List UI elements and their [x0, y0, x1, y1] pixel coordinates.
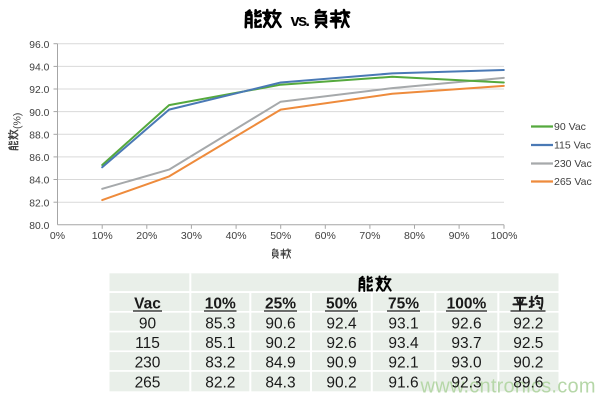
- svg-text:vs.: vs.: [291, 12, 311, 30]
- svg-text:92.5: 92.5: [513, 335, 543, 352]
- svg-text:90.0: 90.0: [29, 108, 49, 119]
- svg-text:115: 115: [135, 335, 160, 352]
- svg-text:265 Vac: 265 Vac: [554, 176, 592, 188]
- svg-text:Vac: Vac: [134, 296, 161, 313]
- svg-text:50%: 50%: [326, 296, 357, 313]
- svg-text:83.2: 83.2: [205, 355, 235, 372]
- svg-text:92.6: 92.6: [451, 315, 481, 332]
- svg-text:91.6: 91.6: [388, 374, 418, 391]
- svg-text:85.3: 85.3: [205, 315, 235, 332]
- svg-text:82.2: 82.2: [205, 374, 235, 391]
- svg-text:84.9: 84.9: [265, 355, 295, 372]
- svg-text:40%: 40%: [226, 230, 247, 242]
- svg-text:20%: 20%: [136, 230, 157, 242]
- svg-text:92.4: 92.4: [326, 315, 357, 332]
- svg-text:93.0: 93.0: [451, 355, 482, 372]
- svg-text:115 Vac: 115 Vac: [554, 140, 591, 152]
- svg-text:90: 90: [139, 315, 157, 332]
- svg-text:88.0: 88.0: [29, 131, 49, 142]
- svg-text:100%: 100%: [491, 230, 518, 242]
- svg-text:10%: 10%: [92, 230, 113, 242]
- svg-text:10%: 10%: [205, 296, 236, 313]
- svg-text:230: 230: [135, 355, 161, 372]
- svg-text:265: 265: [135, 374, 161, 391]
- svg-text:80%: 80%: [404, 230, 425, 242]
- svg-text:60%: 60%: [315, 230, 336, 242]
- svg-text:90.2: 90.2: [326, 374, 356, 391]
- svg-text:90.6: 90.6: [265, 315, 295, 332]
- svg-text:82.0: 82.0: [29, 198, 49, 209]
- svg-text:75%: 75%: [388, 296, 419, 313]
- svg-text:0%: 0%: [50, 230, 65, 242]
- svg-text:90 Vac: 90 Vac: [554, 121, 586, 133]
- svg-text:85.1: 85.1: [205, 335, 235, 352]
- svg-text:93.4: 93.4: [388, 335, 419, 352]
- svg-text:92.3: 92.3: [451, 374, 481, 391]
- svg-text:80.0: 80.0: [29, 221, 49, 232]
- svg-text:94.0: 94.0: [29, 63, 49, 74]
- svg-text:30%: 30%: [181, 230, 202, 242]
- svg-text:89.6: 89.6: [513, 374, 543, 391]
- svg-text:25%: 25%: [265, 296, 296, 313]
- svg-text:90%: 90%: [449, 230, 470, 242]
- svg-text:90.2: 90.2: [265, 335, 295, 352]
- svg-text:93.7: 93.7: [451, 335, 481, 352]
- svg-text:84.3: 84.3: [265, 374, 295, 391]
- svg-text:93.1: 93.1: [388, 315, 418, 332]
- svg-text:230 Vac: 230 Vac: [554, 158, 592, 170]
- svg-text:90.2: 90.2: [513, 355, 543, 372]
- svg-text:(%): (%): [12, 113, 24, 129]
- svg-text:96.0: 96.0: [29, 40, 49, 51]
- svg-text:84.0: 84.0: [29, 176, 49, 187]
- svg-text:100%: 100%: [447, 296, 487, 313]
- svg-text:70%: 70%: [359, 230, 380, 242]
- svg-text:www.cntronics.com: www.cntronics.com: [420, 376, 596, 398]
- svg-text:92.1: 92.1: [388, 355, 418, 372]
- svg-text:92.6: 92.6: [326, 335, 356, 352]
- svg-text:86.0: 86.0: [29, 153, 49, 164]
- svg-text:50%: 50%: [270, 230, 291, 242]
- svg-text:90.9: 90.9: [326, 355, 356, 372]
- svg-text:92.2: 92.2: [513, 315, 543, 332]
- svg-text:92.0: 92.0: [29, 85, 49, 96]
